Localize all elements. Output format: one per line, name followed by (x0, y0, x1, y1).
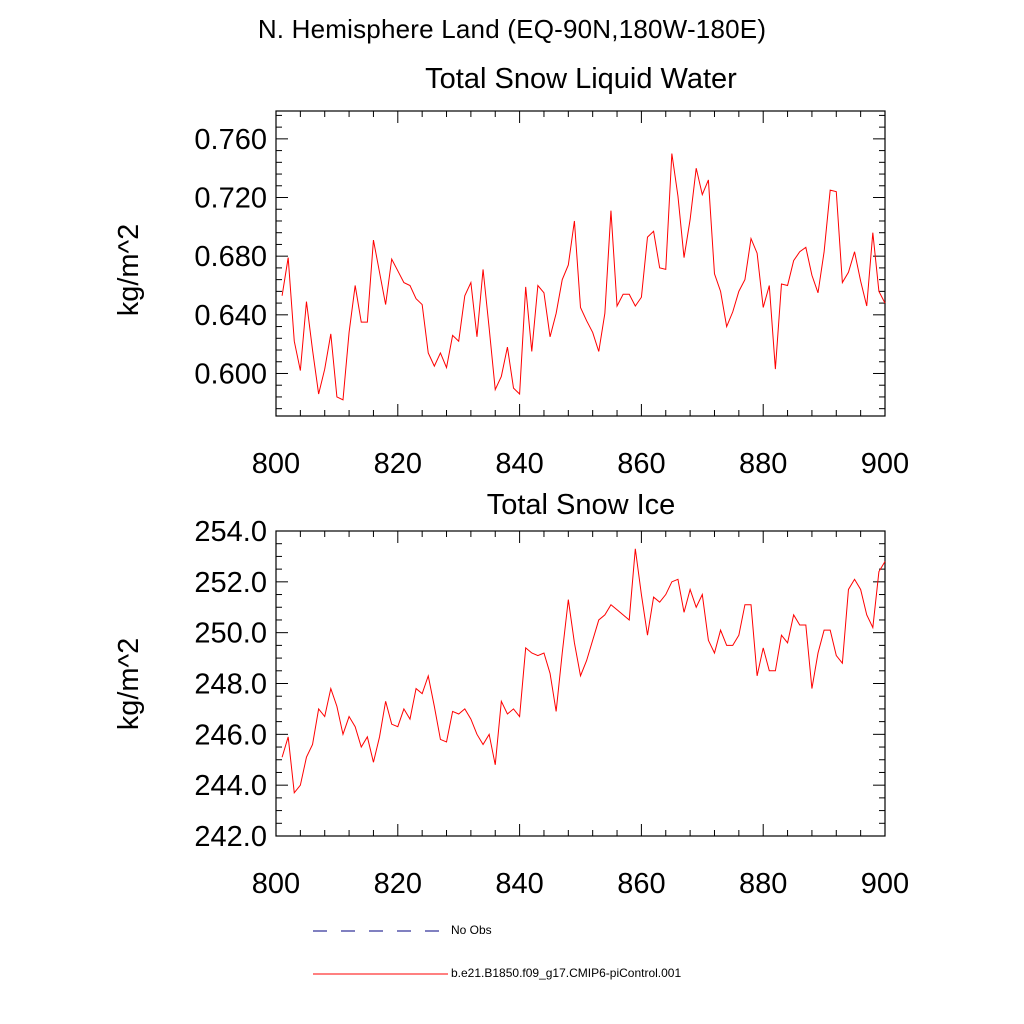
y-axis-label: kg/m^2 (113, 638, 145, 731)
plot-frame (275, 110, 886, 417)
legend-label-no-obs: No Obs (451, 923, 492, 937)
legend: No Obs b.e21.B1850.f09_g17.CMIP6-piContr… (313, 923, 681, 980)
y-tick-label: 0.600 (194, 358, 267, 390)
x-tick-label: 900 (861, 868, 909, 900)
y-tick-label: 0.640 (194, 300, 267, 332)
y-tick-label: 0.720 (194, 183, 267, 215)
x-tick-label: 840 (495, 448, 543, 480)
y-tick-label: 242.0 (194, 821, 267, 853)
y-tick-label: 248.0 (194, 669, 267, 701)
x-tick-label: 880 (739, 868, 787, 900)
series-line (281, 548, 886, 795)
panel-title: Total Snow Liquid Water (425, 63, 737, 95)
x-tick-label: 840 (495, 868, 543, 900)
x-tick-label: 820 (374, 448, 422, 480)
region-title-text: N. Hemisphere Land (EQ-90N,180W-180E) (257, 14, 767, 44)
y-tick-label: 252.0 (194, 567, 267, 599)
y-tick-label: 246.0 (194, 719, 267, 751)
x-tick-label: 880 (739, 448, 787, 480)
plot-frame (275, 530, 886, 837)
x-tick-label: 800 (252, 868, 300, 900)
y-tick-label: 244.0 (194, 770, 267, 802)
tick-group: 800 820 840 860 880 900 242.0 244.0 246.0 248.0 25… (194, 516, 909, 900)
panel-snow-liquid-water: Total Snow Liquid Water kg/m^2 800 820 840… (113, 63, 909, 480)
y-tick-label: 0.680 (194, 241, 267, 273)
panel-snow-ice: Total Snow Ice kg/m^2 800 820 840 860 880 900… (113, 489, 909, 900)
y-tick-label: 254.0 (194, 516, 267, 548)
legend-label-model-run: b.e21.B1850.f09_g17.CMIP6-piControl.001 (451, 966, 681, 980)
figure-region-title: N. Hemisphere Land (EQ-90N,180W-180E) (0, 14, 1024, 45)
y-axis-label: kg/m^2 (113, 224, 145, 317)
x-tick-label: 860 (617, 868, 665, 900)
x-tick-label: 860 (617, 448, 665, 480)
x-tick-label: 820 (374, 868, 422, 900)
x-tick-label: 800 (252, 448, 300, 480)
tick-group: 800 820 840 860 880 900 0.600 0.640 0.680 0.720 0.… (194, 111, 909, 480)
panel-title: Total Snow Ice (487, 489, 676, 521)
series-line (281, 153, 886, 401)
y-tick-label: 0.760 (194, 124, 267, 156)
x-tick-label: 900 (861, 448, 909, 480)
y-tick-label: 250.0 (194, 618, 267, 650)
